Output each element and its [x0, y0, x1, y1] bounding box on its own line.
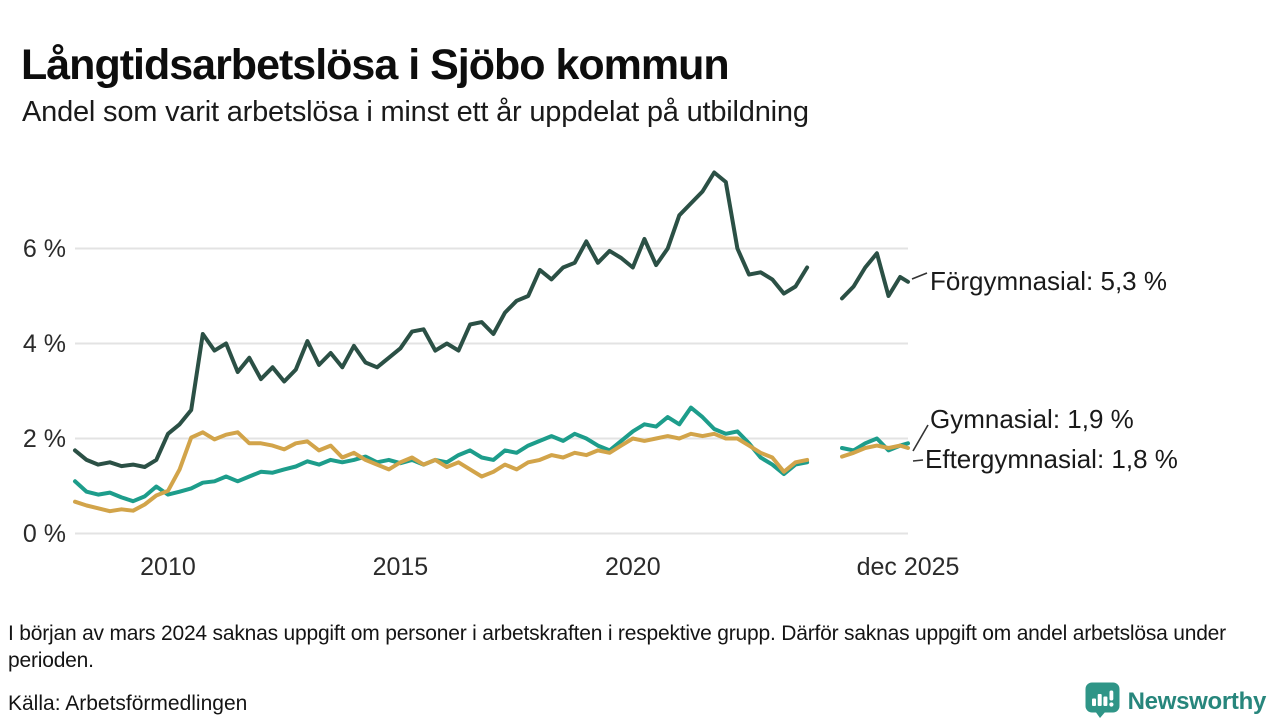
y-tick-2: 2 %	[22, 424, 66, 453]
x-tick-2020: 2020	[605, 553, 661, 581]
connector-eftergymnasial	[912, 459, 924, 462]
y-tick-6: 6 %	[22, 234, 66, 263]
x-tick-dec-2025: dec 2025	[856, 553, 960, 581]
connector-gymnasial	[912, 424, 929, 452]
connector-forgymnasial	[911, 272, 928, 280]
series-line-eftergymnasial	[73, 430, 910, 514]
chart-footnote: I början av mars 2024 saknas uppgift om …	[8, 622, 1226, 672]
series-line-förgymnasial	[73, 170, 910, 469]
source-attribution: Källa: Arbetsförmedlingen	[8, 692, 248, 715]
newsworthy-brand: Newsworthy	[1085, 682, 1267, 723]
page-title: Långtidsarbetslösa i Sjöbo kommun	[21, 40, 730, 89]
page-subtitle: Andel som varit arbetslösa i minst ett å…	[22, 96, 809, 128]
series-line-gymnasial	[73, 405, 910, 504]
y-tick-0: 0 %	[22, 519, 66, 548]
series-label-gymnasial: Gymnasial: 1,9 %	[930, 404, 1134, 434]
y-tick-4: 4 %	[22, 329, 66, 358]
series-label-eftergymnasial: Eftergymnasial: 1,8 %	[925, 444, 1178, 474]
x-tick-2015: 2015	[372, 553, 429, 581]
x-tick-2010: 2010	[140, 553, 196, 581]
series-label-forgymnasial: Förgymnasial: 5,3 %	[930, 266, 1167, 296]
newsworthy-logo-icon	[1085, 682, 1120, 723]
brand-name: Newsworthy	[1127, 688, 1267, 715]
